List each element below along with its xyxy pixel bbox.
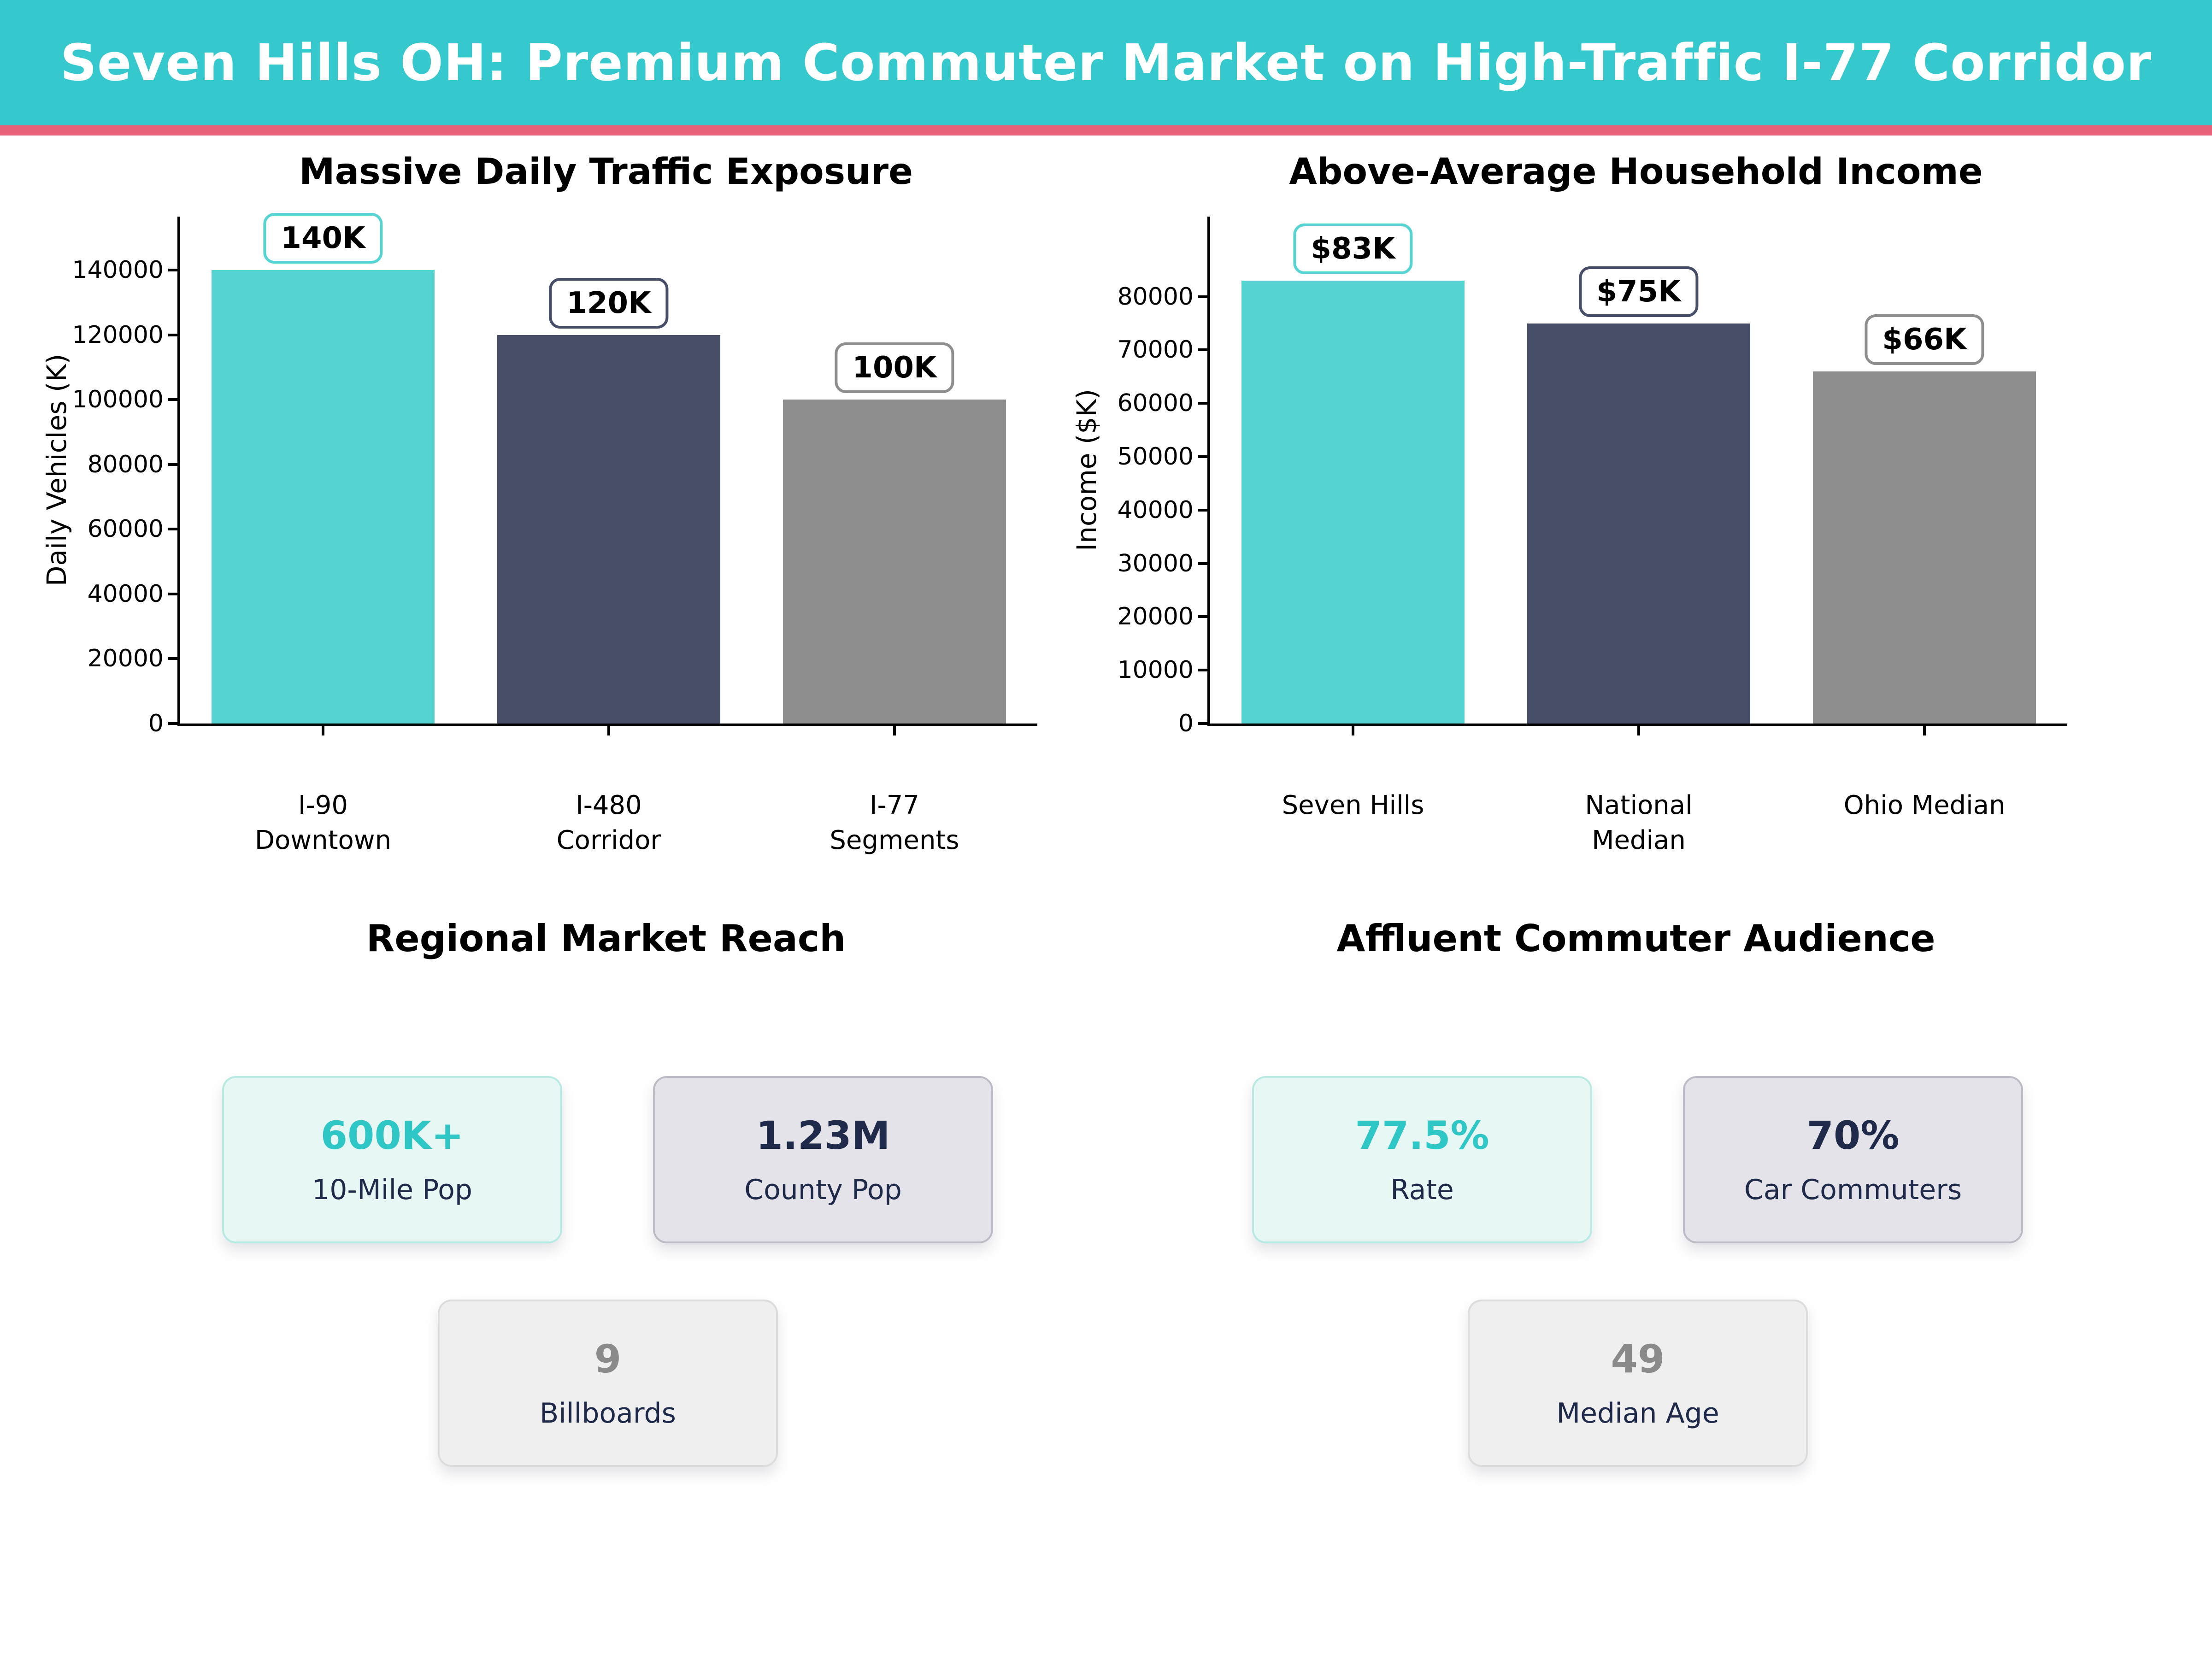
stat-label: Median Age <box>1556 1397 1719 1430</box>
stat-value: 70% <box>1806 1112 1900 1158</box>
y-tick-mark <box>1198 722 1210 725</box>
bar-seven-hills <box>1241 280 1465 724</box>
traffic-y-axis-title: Daily Vehicles (K) <box>41 353 72 587</box>
y-tick-label: 80000 <box>1117 282 1194 311</box>
y-tick-mark <box>168 722 180 725</box>
y-tick-mark <box>1198 562 1210 565</box>
stat-label: County Pop <box>744 1173 902 1206</box>
y-tick-mark <box>1198 348 1210 352</box>
stat-card-10-mile-pop: 600K+ 10-Mile Pop <box>222 1076 562 1243</box>
y-tick-mark <box>1198 402 1210 405</box>
y-tick-label: 60000 <box>87 515 164 543</box>
bar-value-label: 100K <box>835 342 954 394</box>
x-category-label: I-480 Corridor <box>556 790 661 855</box>
y-tick-label: 70000 <box>1117 336 1194 364</box>
bar-value-label: $75K <box>1579 266 1699 317</box>
section-title: Affluent Commuter Audience <box>1336 917 1936 960</box>
stat-card-billboards: 9 Billboards <box>438 1300 778 1467</box>
y-tick-mark <box>168 333 180 336</box>
header-accent-line <box>0 125 2212 135</box>
regional-market-reach-section: Regional Market Reach 600K+ 10-Mile Pop … <box>177 903 1035 1493</box>
stat-value: 600K+ <box>320 1112 464 1158</box>
x-category-label: I-90 Downtown <box>254 790 392 855</box>
income-chart-title: Above-Average Household Income <box>1289 151 1983 193</box>
y-tick-mark <box>168 592 180 595</box>
x-tick-mark <box>1923 724 1926 735</box>
app-header: Seven Hills OH: Premium Commuter Market … <box>0 0 2212 125</box>
x-category-label: Ohio Median <box>1843 790 2006 820</box>
stat-label: Billboards <box>540 1397 676 1430</box>
y-tick-label: 50000 <box>1117 443 1194 471</box>
traffic-chart-title: Massive Daily Traffic Exposure <box>299 151 913 193</box>
y-tick-mark <box>168 528 180 531</box>
traffic-plot-area: 0 20000 40000 60000 80000 100000 120000 140000 1… <box>72 212 1037 855</box>
section-title: Regional Market Reach <box>366 917 846 960</box>
y-tick-label: 0 <box>1178 710 1194 737</box>
y-tick-mark <box>168 463 180 466</box>
stat-value: 9 <box>594 1336 622 1382</box>
y-tick-mark <box>1198 615 1210 618</box>
x-tick-mark <box>607 724 610 735</box>
y-tick-label: 10000 <box>1117 656 1194 684</box>
x-category-label: National Median <box>1585 790 1693 855</box>
y-tick-label: 20000 <box>1117 603 1194 631</box>
x-tick-mark <box>1637 724 1640 735</box>
stat-card-car-commuters: 70% Car Commuters <box>1683 1076 2023 1243</box>
y-tick-mark <box>1198 295 1210 298</box>
stat-value: 77.5% <box>1355 1112 1489 1158</box>
bar-i-90-downtown <box>212 270 435 724</box>
y-tick-label: 120000 <box>72 321 164 349</box>
stat-card-county-pop: 1.23M County Pop <box>653 1076 993 1243</box>
x-tick-mark <box>1352 724 1354 735</box>
stat-value: 1.23M <box>756 1112 890 1158</box>
y-tick-label: 40000 <box>87 580 164 608</box>
traffic-chart: Massive Daily Traffic Exposure Daily Veh… <box>41 138 1057 912</box>
x-tick-mark <box>322 724 324 735</box>
y-tick-label: 60000 <box>1117 389 1194 418</box>
stat-value: 49 <box>1611 1336 1665 1382</box>
y-tick-mark <box>168 657 180 660</box>
y-tick-mark <box>168 268 180 271</box>
stat-card-median-age: 49 Median Age <box>1468 1300 1808 1467</box>
stat-card-rate: 77.5% Rate <box>1252 1076 1592 1243</box>
y-tick-label: 80000 <box>87 450 164 478</box>
bar-value-label: 140K <box>263 212 383 264</box>
y-tick-mark <box>1198 669 1210 672</box>
page-title: Seven Hills OH: Premium Commuter Market … <box>60 33 2152 92</box>
affluent-commuter-audience-section: Affluent Commuter Audience 77.5% Rate 70… <box>1207 903 2065 1493</box>
stat-label: 10-Mile Pop <box>312 1173 472 1206</box>
x-category-label: Seven Hills <box>1282 790 1424 820</box>
stat-label: Rate <box>1390 1173 1454 1206</box>
bar-value-label: $66K <box>1865 314 1984 365</box>
y-tick-label: 140000 <box>72 256 164 284</box>
bar-ohio-median <box>1813 371 2036 724</box>
x-tick-mark <box>893 724 896 735</box>
y-tick-label: 40000 <box>1117 496 1194 524</box>
y-tick-label: 30000 <box>1117 549 1194 577</box>
y-tick-label: 0 <box>148 710 164 737</box>
y-tick-mark <box>1198 455 1210 459</box>
y-tick-label: 20000 <box>87 645 164 673</box>
bar-national-median <box>1527 323 1750 724</box>
stat-label: Car Commuters <box>1744 1173 1962 1206</box>
income-y-axis-title: Income ($K) <box>1071 388 1102 552</box>
income-plot-area: 0 10000 20000 30000 40000 50000 60000 70000 8000… <box>1118 217 2067 855</box>
x-category-label: I-77 Segments <box>830 790 959 855</box>
bar-value-label: $83K <box>1293 223 1413 274</box>
y-tick-mark <box>1198 508 1210 512</box>
income-chart: Above-Average Household Income Income ($… <box>1071 138 2087 912</box>
bar-i-480-corridor <box>497 335 720 724</box>
bar-i-77-segments <box>783 400 1006 724</box>
y-tick-mark <box>168 398 180 401</box>
y-tick-label: 100000 <box>72 386 164 414</box>
bar-value-label: 120K <box>549 277 669 329</box>
